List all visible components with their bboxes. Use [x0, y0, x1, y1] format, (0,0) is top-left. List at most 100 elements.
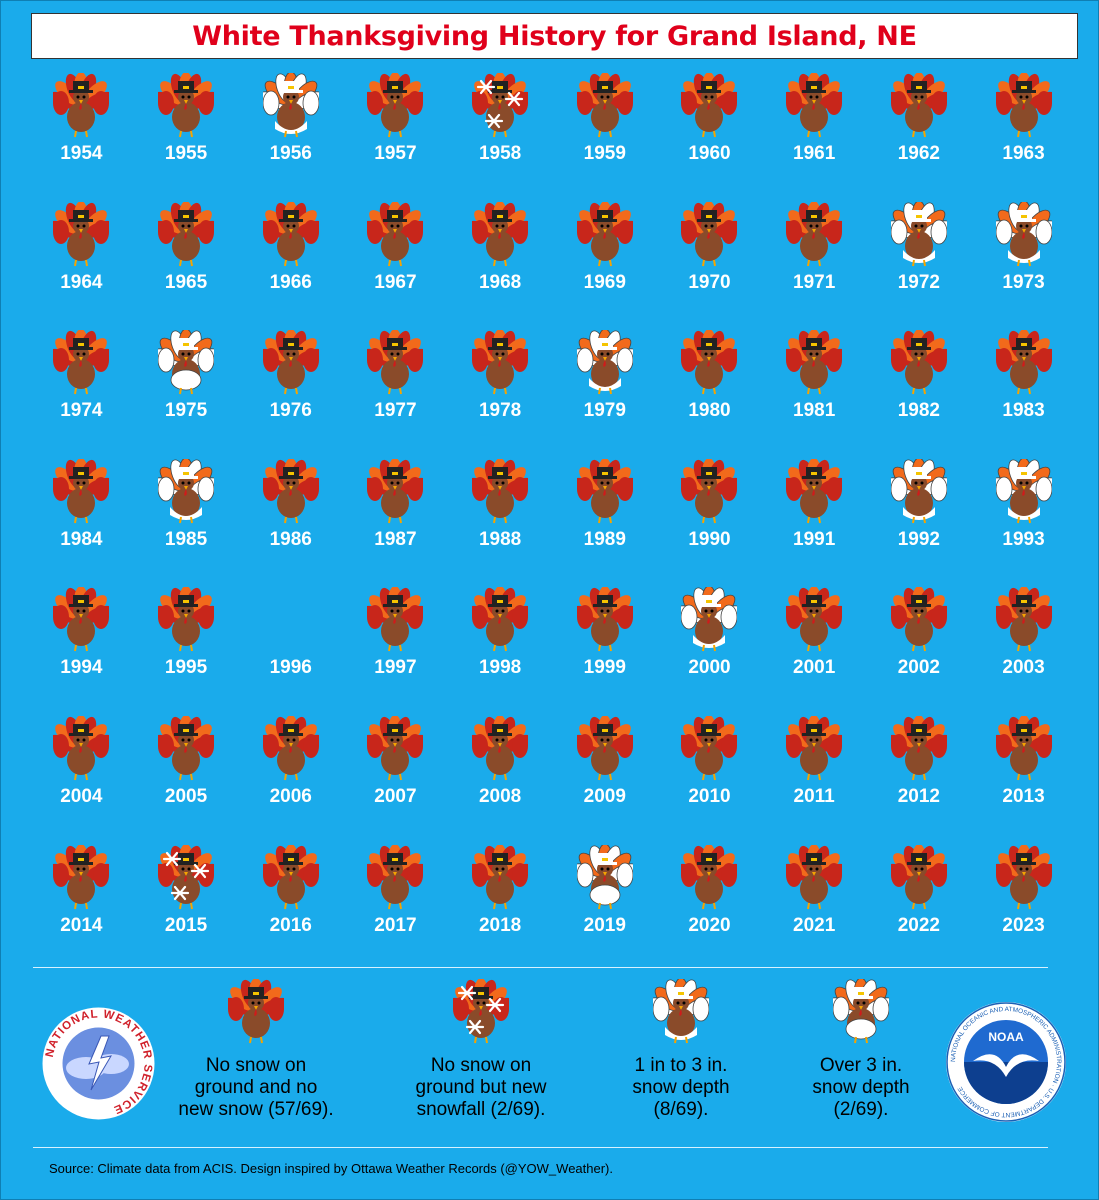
no-snow-turkey-icon: [786, 330, 843, 396]
no-snow-turkey-icon: [890, 715, 947, 782]
legend-label: 1 in to 3 in. snow depth (8/69).: [632, 1055, 730, 1120]
no-snow-turkey-icon: [681, 330, 738, 396]
year-cell: 1966: [238, 198, 343, 327]
no-snow-turkey-icon: [262, 715, 319, 782]
year-label: 1975: [164, 400, 208, 422]
year-label: 1965: [164, 271, 208, 293]
year-label: 1999: [583, 657, 626, 679]
year-cell: 1956: [238, 69, 343, 198]
year-label: 2005: [164, 785, 208, 807]
no-snow-turkey-icon: [995, 715, 1052, 782]
year-cell: 1967: [343, 198, 448, 327]
year-label: 1992: [897, 528, 940, 550]
no-snow-turkey-icon: [576, 201, 633, 268]
year-label: 1968: [478, 271, 522, 293]
year-cell: 2001: [762, 583, 867, 712]
year-label: 2006: [269, 785, 312, 807]
snowfall-turkey-icon: [158, 844, 215, 911]
year-label: 1991: [793, 528, 836, 550]
year-label: 1972: [897, 271, 940, 293]
year-label: 1974: [60, 400, 103, 422]
snowfall-turkey-icon: [453, 979, 509, 1045]
year-label: 1981: [793, 400, 836, 422]
year-label: 1964: [60, 271, 103, 293]
no-snow-turkey-icon: [681, 715, 738, 782]
no-snow-turkey-icon: [890, 587, 947, 653]
no-snow-turkey-icon: [262, 844, 319, 911]
no-snow-turkey-icon: [367, 330, 424, 396]
year-label: 1989: [583, 528, 626, 550]
year-label: 1963: [1002, 143, 1045, 164]
missing-data-slot: [263, 587, 319, 653]
no-snow-turkey-icon: [53, 73, 110, 139]
year-label: 2012: [897, 785, 940, 807]
year-cell: 1975: [134, 326, 239, 455]
legend-item-snowfall: No snow on ground but new snowfall (2/69…: [376, 979, 586, 1121]
year-label: 2003: [1002, 657, 1045, 679]
no-snow-turkey-icon: [576, 715, 633, 782]
light-snow-depth-turkey-icon: [681, 587, 738, 653]
noaa-logo-text: NOAA: [988, 1030, 1024, 1044]
year-label: 1977: [374, 400, 417, 422]
year-label: 1960: [688, 143, 731, 164]
year-label: 1994: [60, 657, 103, 679]
legend-item-heavy: Over 3 in. snow depth (2/69).: [776, 979, 946, 1121]
legend-label: No snow on ground and no new snow (57/69…: [178, 1055, 334, 1120]
year-label: 2008: [478, 785, 522, 807]
no-snow-turkey-icon: [786, 73, 843, 139]
year-cell: 1995: [134, 583, 239, 712]
year-label: 2001: [793, 657, 836, 679]
year-label: 1969: [583, 271, 626, 293]
year-label: 2014: [60, 914, 103, 936]
year-cell: 1992: [867, 455, 972, 584]
year-label: 1986: [269, 528, 312, 550]
no-snow-turkey-icon: [681, 73, 738, 139]
year-grid: 1954 1955 1956: [29, 69, 1076, 969]
year-cell: 2018: [448, 841, 553, 970]
year-label: 1956: [269, 143, 312, 164]
year-label: 1985: [164, 528, 208, 550]
year-cell: 1988: [448, 455, 553, 584]
year-label: 2004: [60, 785, 103, 807]
no-snow-turkey-icon: [367, 73, 424, 139]
year-label: 1979: [583, 400, 626, 422]
year-cell: 1998: [448, 583, 553, 712]
year-cell: 1987: [343, 455, 448, 584]
title-box: White Thanksgiving History for Grand Isl…: [31, 13, 1078, 59]
year-cell: 2010: [657, 712, 762, 841]
year-cell: 1970: [657, 198, 762, 327]
year-label: 2021: [793, 914, 836, 936]
legend-item-light: 1 in to 3 in. snow depth (8/69).: [591, 979, 771, 1121]
no-snow-turkey-icon: [262, 201, 319, 268]
year-cell: 1996: [238, 583, 343, 712]
year-label: 2023: [1002, 914, 1045, 936]
year-label: 1959: [583, 143, 626, 164]
year-cell: 2003: [971, 583, 1076, 712]
no-snow-turkey-icon: [576, 587, 633, 653]
year-cell: 2006: [238, 712, 343, 841]
no-snow-turkey-icon: [367, 844, 424, 911]
divider-top: [33, 967, 1048, 968]
year-cell: 1972: [867, 198, 972, 327]
year-cell: 1968: [448, 198, 553, 327]
no-snow-turkey-icon: [995, 73, 1052, 139]
no-snow-turkey-icon: [995, 330, 1052, 396]
year-label: 1978: [478, 400, 522, 422]
no-snow-turkey-icon: [576, 73, 633, 139]
year-label: 1995: [164, 657, 208, 679]
year-cell: 1979: [552, 326, 657, 455]
year-label: 1976: [269, 400, 312, 422]
year-cell: 1983: [971, 326, 1076, 455]
year-cell: 2019: [552, 841, 657, 970]
year-cell: 2009: [552, 712, 657, 841]
year-label: 1988: [478, 528, 522, 550]
year-label: 2002: [897, 657, 940, 679]
no-snow-turkey-icon: [786, 201, 843, 268]
year-cell: 1984: [29, 455, 134, 584]
nws-logo: NATIONAL WEATHER SERVICE: [41, 1006, 156, 1126]
year-label: 1997: [374, 657, 417, 679]
page-title: White Thanksgiving History for Grand Isl…: [192, 20, 917, 52]
no-snow-turkey-icon: [158, 715, 215, 782]
year-label: 1966: [269, 271, 312, 293]
year-cell: 1977: [343, 326, 448, 455]
